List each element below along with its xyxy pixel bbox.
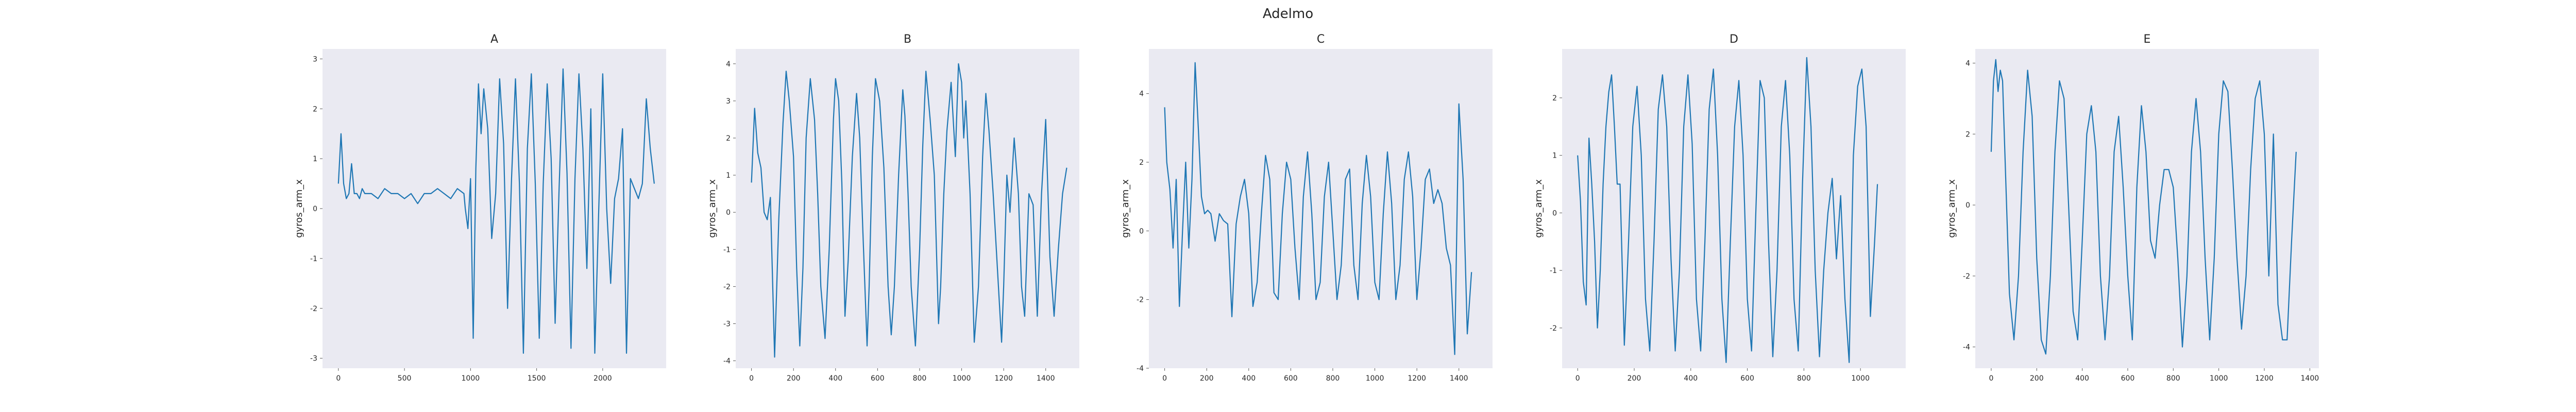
y-tick-label: -2 (1137, 296, 1144, 304)
y-tick-label: -2 (310, 305, 317, 313)
series-line (1990, 59, 2297, 355)
x-tick-label: 200 (1200, 374, 1214, 383)
x-tick-label: 600 (1284, 374, 1298, 383)
y-tick-label: 3 (313, 55, 317, 63)
y-tick-label: 0 (726, 209, 731, 217)
x-tick-label: 400 (828, 374, 842, 383)
series-line (337, 68, 655, 354)
x-tick-label: 500 (398, 374, 412, 383)
plot-area (1149, 49, 1493, 368)
x-tick-label: 1200 (1408, 374, 1426, 383)
chart-panel-E: E 0 200 400 600 800 1000 1200 1400 -4 -2 0 2 4 gyros_a… (1946, 33, 2319, 383)
y-tick-label: 0 (313, 205, 317, 213)
y-tick-label: 0 (1965, 201, 1970, 210)
x-tick-label: 1500 (528, 374, 546, 383)
x-tick-label: 200 (1628, 374, 1641, 383)
x-tick-label: 200 (787, 374, 801, 383)
chart-panel-B: B 0 200 400 600 800 1000 1200 1400 -4 -3 -2 -1 0 1 2 3 4 g… (707, 33, 1079, 383)
x-tick-label: 600 (2121, 374, 2135, 383)
figure-title: Adelmo (1262, 6, 1314, 22)
x-tick-label: 1000 (953, 374, 971, 383)
y-axis-label: gyros_arm_x (1533, 179, 1544, 238)
chart-panel-A: A 0 500 1000 1500 2000 -3 -2 -1 0 1 2 3 gyros_arm_x (294, 33, 666, 383)
plot-area (736, 49, 1079, 368)
x-tick-label: 1400 (2301, 374, 2319, 383)
x-tick-label: 0 (1575, 374, 1580, 383)
x-tick-label: 800 (1326, 374, 1340, 383)
chart-title: D (1730, 33, 1738, 46)
y-tick-label: 3 (726, 97, 731, 106)
chart-title: C (1317, 33, 1325, 46)
x-tick-label: 2000 (594, 374, 612, 383)
x-tick-label: 1000 (1366, 374, 1384, 383)
y-tick-label: 4 (726, 60, 731, 68)
x-tick-label: 1200 (2255, 374, 2274, 383)
x-tick-label: 1200 (994, 374, 1013, 383)
y-tick-label: 4 (1965, 60, 1970, 68)
x-tick-label: 0 (336, 374, 341, 383)
x-tick-label: 1000 (2210, 374, 2228, 383)
series-line (751, 63, 1067, 358)
y-tick-label: 1 (1552, 152, 1557, 160)
x-tick-label: 600 (871, 374, 885, 383)
y-tick-label: -1 (1550, 267, 1557, 275)
x-tick-label: 400 (2075, 374, 2089, 383)
y-tick-label: 0 (1552, 209, 1557, 217)
y-tick-label: -1 (310, 255, 317, 263)
y-tick-label: -3 (310, 355, 317, 363)
y-tick-label: 0 (1139, 227, 1144, 235)
y-tick-label: -4 (1963, 344, 1970, 352)
chart-title: B (904, 33, 911, 46)
y-tick-label: -1 (723, 246, 731, 254)
y-axis-label: gyros_arm_x (294, 179, 304, 238)
y-tick-label: 2 (1139, 159, 1144, 167)
series-line (1164, 62, 1472, 355)
x-tick-label: 200 (2030, 374, 2044, 383)
y-axis-label: gyros_arm_x (707, 179, 718, 238)
plot-area (1975, 49, 2319, 368)
x-tick-label: 800 (2166, 374, 2180, 383)
y-tick-label: 4 (1139, 90, 1144, 98)
x-tick-label: 800 (913, 374, 927, 383)
chart-panel-C: C 0 200 400 600 800 1000 1200 1400 -4 -2 0 2 4 gyros_a… (1120, 33, 1493, 383)
y-tick-label: -2 (1963, 272, 1970, 281)
y-axis-label: gyros_arm_x (1120, 179, 1131, 238)
chart-panel-D: D 0 200 400 600 800 1000 -2 -1 0 1 2 gyros_arm_x (1533, 33, 1906, 383)
x-tick-label: 0 (1989, 374, 1993, 383)
x-tick-label: 0 (1162, 374, 1167, 383)
chart-title: A (490, 33, 498, 46)
y-tick-label: -3 (723, 320, 731, 328)
x-tick-label: 1000 (462, 374, 480, 383)
x-tick-label: 600 (1740, 374, 1754, 383)
x-tick-label: 800 (1797, 374, 1811, 383)
y-tick-label: -4 (723, 357, 731, 366)
series-line (1577, 57, 1878, 363)
x-tick-label: 0 (749, 374, 754, 383)
y-tick-label: 2 (726, 134, 731, 143)
y-tick-label: -2 (723, 283, 731, 291)
y-tick-label: 1 (726, 171, 731, 180)
y-tick-label: -4 (1137, 365, 1144, 373)
x-tick-label: 400 (1684, 374, 1698, 383)
x-tick-label: 1400 (1450, 374, 1468, 383)
y-tick-label: -2 (1550, 324, 1557, 333)
y-axis-label: gyros_arm_x (1946, 179, 1957, 238)
chart-title: E (2144, 33, 2151, 46)
x-tick-label: 1000 (1851, 374, 1870, 383)
x-tick-label: 400 (1242, 374, 1256, 383)
plot-area (1562, 49, 1906, 368)
y-tick-label: 1 (313, 155, 317, 163)
y-tick-label: 2 (313, 105, 317, 113)
x-tick-label: 1400 (1037, 374, 1055, 383)
y-tick-label: 2 (1552, 94, 1557, 102)
y-tick-label: 2 (1965, 130, 1970, 139)
